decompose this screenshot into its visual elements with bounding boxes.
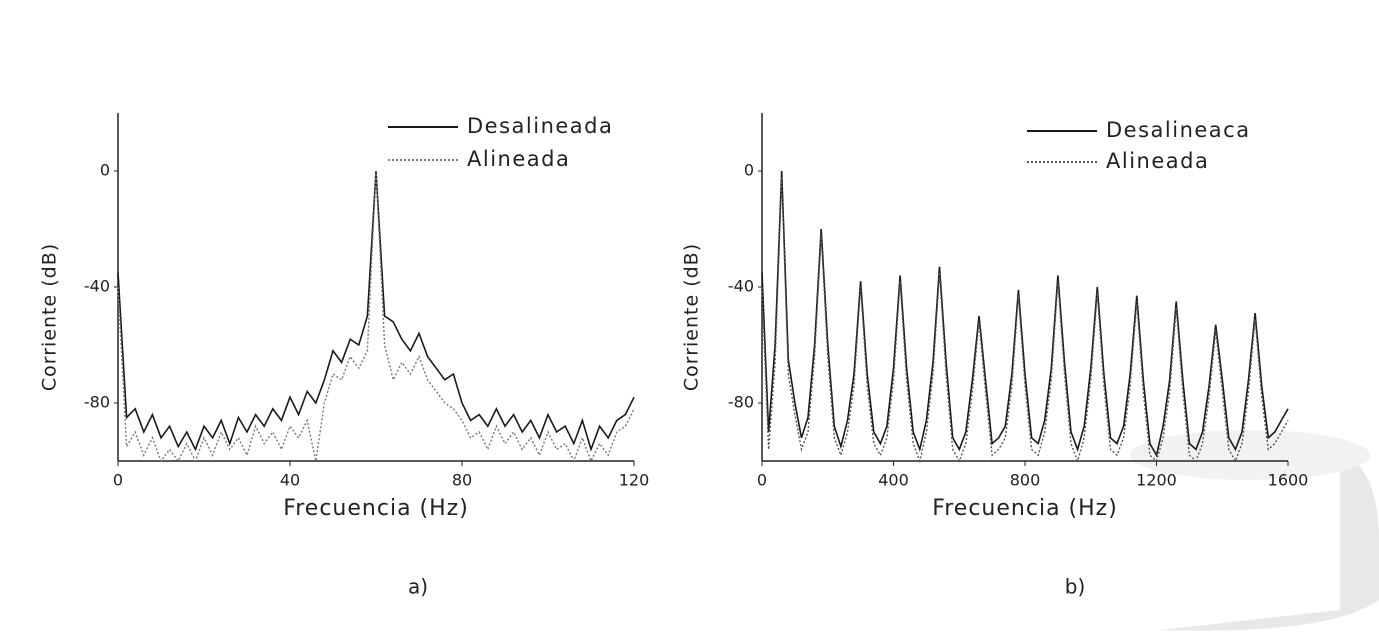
- y-tick-label: -40: [728, 277, 754, 296]
- background-decoration: [1160, 450, 1379, 631]
- x-tick-label: 40: [280, 471, 300, 490]
- series-line: [761, 170, 1289, 458]
- series-line: [117, 170, 635, 463]
- x-tick-label: 80: [452, 471, 472, 490]
- y-tick-label: -80: [84, 393, 110, 412]
- series-line: [117, 170, 635, 452]
- x-tick-label: 120: [619, 471, 650, 490]
- y-axis-label: Corriente (dB): [681, 243, 703, 391]
- legend-label: Alineada: [467, 147, 570, 171]
- y-tick-label: 0: [100, 161, 110, 180]
- series-line: [761, 176, 1289, 464]
- x-tick-label: 400: [878, 471, 909, 490]
- x-tick-label: 0: [757, 471, 767, 490]
- legend-label: Desalineada: [467, 114, 613, 138]
- caption: a): [408, 575, 428, 599]
- x-tick-label: 1200: [1136, 471, 1177, 490]
- y-tick-label: -40: [84, 277, 110, 296]
- caption: b): [1065, 575, 1086, 599]
- x-tick-label: 1600: [1268, 471, 1309, 490]
- y-tick-label: 0: [744, 161, 754, 180]
- legend-label: Alineada: [1106, 149, 1209, 173]
- legend-label: Desalineaca: [1106, 118, 1251, 142]
- x-tick-label: 800: [1010, 471, 1041, 490]
- y-axis-label: Corriente (dB): [39, 243, 61, 391]
- y-tick-label: -80: [728, 393, 754, 412]
- x-axis-label: Frecuencia (Hz): [932, 496, 1118, 521]
- x-axis-label: Frecuencia (Hz): [283, 496, 469, 521]
- x-tick-label: 0: [113, 471, 123, 490]
